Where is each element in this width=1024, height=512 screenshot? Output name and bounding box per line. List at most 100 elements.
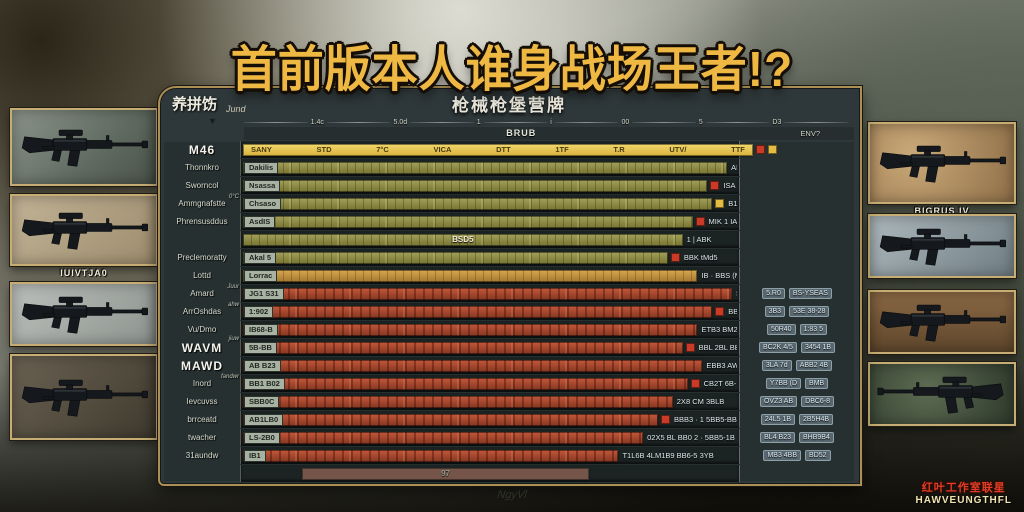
bar-area: IB68-B ETB3 BM23D 1 L: [240, 321, 740, 338]
ruler-tick-line: [705, 121, 770, 123]
bar-segment-label: STD: [316, 145, 332, 154]
value-columns: [740, 160, 854, 175]
bar-segment-label: DTT: [496, 145, 511, 154]
bar-segment-label: VICA: [433, 145, 452, 154]
bar-chip: 1:902: [244, 305, 274, 318]
value-columns: Y7BB (D BMB: [740, 376, 854, 391]
ruler-label: 5: [698, 118, 703, 126]
red-badge: [715, 307, 725, 316]
stat-bar: AB1LB0: [243, 413, 658, 426]
weapon-name: Thonnkro: [185, 162, 219, 172]
bar-area: BB1 B02 CB2T 6B-M1 4B: [240, 375, 740, 392]
table-row: brrceatd AB1LB0 BBB3 · 1 5BB5-BB 24L5 1B 2B5…: [164, 411, 854, 428]
ruler-label: 00: [621, 118, 630, 126]
row-label: M46: [164, 144, 240, 156]
bar-chip: Dakilis: [244, 161, 279, 174]
value-pill: BC2K 4/5: [758, 342, 797, 353]
value-pill: BMB: [805, 378, 829, 389]
bar-area: 5B-BB BBL 2BL BB-M3: [240, 339, 740, 356]
watermark-line2: HAWVEUNGTHFL: [915, 495, 1012, 506]
bar-chip: Lorrac: [244, 269, 278, 282]
yellow-badge: [768, 145, 777, 154]
bar-value-text: IB · BBS (M): [701, 271, 737, 280]
bar-segment-label: 1TF: [555, 145, 569, 154]
value-columns: OVZ3 AB DBC6-8: [740, 394, 854, 409]
weapon-name: Amard: [190, 288, 214, 298]
weapon-name: MAWD: [181, 358, 223, 373]
weapon-card-caption: BIGRUS IV: [914, 206, 970, 216]
rifle-silhouette-icon: [16, 122, 151, 171]
ruler-tick-line: [244, 121, 308, 123]
footer-script-text: NgyVl: [496, 489, 528, 501]
scale-ruler: 1.4c 5.0d 1 i 00 5 D3: [244, 117, 848, 127]
weapon-name: Preclemoratty: [177, 252, 227, 262]
row-label: MAWD: [164, 360, 240, 372]
row-label: brrceatd: [164, 415, 240, 424]
bar-area: 1:902 BBSB 92-ED: [240, 303, 740, 320]
stats-panel: 养拼饬 Jund 枪械枪堡营牌 ▼ 1.4c 5.0d 1 i 00 5 D3 BRUB E…: [158, 86, 862, 486]
ruler-label: 1: [476, 118, 481, 126]
row-label: Preclemoratty: [164, 252, 240, 262]
rifle-silhouette-icon: [874, 369, 1009, 418]
weapon-card: [868, 214, 1016, 278]
value-pill: 53E 38-28: [789, 306, 830, 317]
weapon-name: twacher: [187, 432, 216, 442]
rifle-silhouette-icon: [874, 297, 1009, 346]
stat-bar: AB B23: [243, 359, 703, 372]
red-badge: [690, 379, 700, 388]
bar-area: LS-2B0 02X5 BL BB0 2 · 5BB5-1B: [240, 429, 740, 446]
bar-value-text: ISA 3M BC-2: [723, 181, 737, 190]
weapon-image-frame: [868, 290, 1016, 354]
bar-value-text: 2X8 CM 3BLB: [676, 397, 725, 406]
panel-header: 养拼饬 Jund 枪械枪堡营牌 ▼: [164, 91, 854, 126]
stat-bar: Chsaso: [243, 197, 713, 210]
value-pill: BD52: [805, 450, 831, 461]
bar-value-text: BBSB 92-ED: [728, 307, 737, 316]
bar-value-text: T1L6B 4LM1B9 BB6-5 3YB: [622, 451, 714, 460]
value-pill: 2B5H4B: [799, 414, 834, 425]
value-columns: [740, 196, 854, 211]
value-pill: 3B3: [764, 306, 786, 317]
row-sublabel: 0°C: [228, 193, 239, 200]
table-row: twacher LS-2B0 02X5 BL BB0 2 · 5BB5-1B BL4 …: [164, 429, 854, 446]
ruler-tick-line: [632, 121, 696, 123]
bar-center-text: BSD5: [452, 235, 474, 244]
bar-area: AsdIS MIK 1 IA: [240, 213, 740, 230]
bar-value-text: 1 | ABK: [686, 235, 712, 244]
value-columns: MB3 4BB BD52: [740, 448, 854, 463]
weapon-card: [868, 290, 1016, 354]
stat-bar: Nsassa: [243, 179, 708, 192]
row-label: Inord fandwr: [164, 374, 240, 388]
bar-chip: AsdIS: [244, 215, 276, 228]
value-columns: 3B3 53E 38-28: [740, 304, 854, 319]
bar-segment-label: UTV/: [669, 145, 687, 154]
watermark-line1: 红叶工作室联星: [921, 482, 1006, 494]
bar-area: AB B23 EBB3 AWB BM23: [240, 357, 740, 374]
ruler-tick-line: [483, 121, 548, 123]
row-label: Thonnkro: [164, 162, 240, 172]
table-row: Preclemoratty Akal 5 BBK tMd5: [164, 249, 854, 266]
stat-bar: SBB0C: [243, 395, 673, 408]
weapon-card: IUIVTJA0: [10, 194, 158, 278]
value-pill: 1:83 5: [799, 324, 828, 335]
value-columns: 24L5 1B 2B5H4B: [740, 412, 854, 427]
stat-bar: AsdIS: [243, 215, 693, 228]
weapon-name: Sworncol: [185, 180, 219, 190]
value-columns: 3LA 7d ABB2 4B: [740, 358, 854, 373]
ruler-label: D3: [772, 118, 782, 126]
page-title: 首前版本人谁身战场王者!?: [230, 41, 794, 97]
weapon-card: [10, 282, 158, 346]
bar-value-text: BBK tMd5: [683, 253, 718, 262]
bar-value-text: BBB3 · 1 5BB5-BB: [673, 415, 737, 424]
stat-bar: JG1 S31: [243, 287, 733, 300]
value-pill: Y7BB (D: [765, 378, 802, 389]
table-row: BSD5 1 | ABK: [164, 231, 854, 248]
stat-bar: Dakilis: [243, 161, 728, 174]
weapon-name: M46: [188, 142, 216, 157]
